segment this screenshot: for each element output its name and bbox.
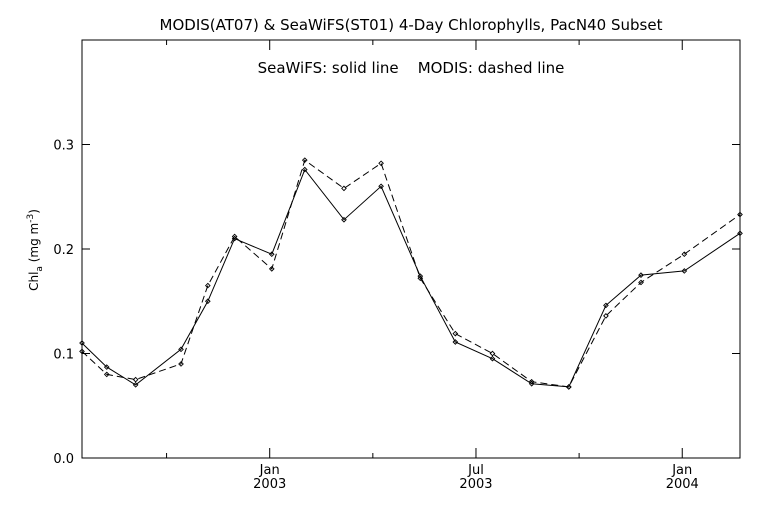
x-tick-label: Jan (671, 463, 692, 478)
y-axis-label: Chla (mg m-3) (26, 209, 45, 291)
x-tick-label: Jul (467, 463, 484, 478)
data-point-seawifs (603, 302, 609, 309)
series-line-modis (81, 159, 741, 388)
y-tick-label: 0.0 (53, 452, 74, 467)
data-point-seawifs (268, 251, 275, 258)
y-tick-label: 0.1 (53, 348, 74, 363)
plot-border (81, 39, 741, 459)
data-point-seawifs (204, 298, 211, 305)
plot-frame (81, 39, 741, 459)
data-point-modis (341, 185, 347, 192)
data-point-modis (103, 371, 110, 378)
data-point-seawifs (378, 183, 384, 190)
data-point-modis (638, 279, 644, 286)
x-tick-label: Jan (259, 463, 280, 478)
x-tick-year-label: 2004 (666, 477, 699, 492)
data-point-modis (452, 330, 459, 337)
data-point-modis (681, 251, 688, 258)
y-axis-label-units: (mg m (27, 223, 41, 266)
series-layer (79, 157, 743, 390)
x-tick-year-label: 2003 (459, 477, 492, 492)
data-point-modis (565, 384, 572, 390)
y-tick-label: 0.3 (53, 139, 74, 154)
data-point-modis (178, 361, 184, 367)
data-point-seawifs (103, 364, 110, 370)
chart-title: MODIS(AT07) & SeaWiFS(ST01) 4-Day Chloro… (160, 16, 663, 34)
y-axis-label-subscript: a (35, 266, 45, 272)
data-point-seawifs (737, 230, 743, 237)
x-tick-year-label: 2003 (253, 477, 286, 492)
chart-subtitle: SeaWiFS: solid line MODIS: dashed line (258, 59, 565, 77)
data-point-seawifs (301, 166, 308, 173)
data-point-modis (79, 348, 85, 355)
y-axis-label-units-close: ) (27, 209, 41, 214)
data-point-seawifs (341, 216, 347, 223)
data-point-seawifs (638, 272, 644, 278)
data-point-seawifs (681, 268, 688, 274)
data-point-modis (231, 233, 238, 240)
data-point-modis (301, 157, 308, 164)
data-point-modis (132, 376, 139, 383)
data-point-modis (204, 282, 211, 289)
data-point-modis (378, 160, 384, 167)
data-point-modis (417, 275, 424, 282)
series-line-seawifs (81, 168, 741, 388)
data-point-seawifs (132, 382, 139, 388)
data-point-seawifs (79, 340, 85, 346)
data-point-seawifs (178, 346, 184, 353)
y-axis: 0.0 0.1 0.2 0.3 (53, 139, 740, 467)
data-point-seawifs (452, 339, 459, 345)
data-point-modis (528, 378, 535, 385)
data-point-seawifs (489, 355, 496, 362)
data-point-modis (268, 266, 275, 272)
data-point-modis (603, 313, 609, 319)
y-axis-label-superscript: -3 (26, 214, 36, 223)
data-point-modis (737, 211, 743, 218)
data-point-modis (489, 350, 496, 357)
y-tick-label: 0.2 (53, 243, 74, 258)
y-axis-label-main: Chl (27, 272, 41, 291)
